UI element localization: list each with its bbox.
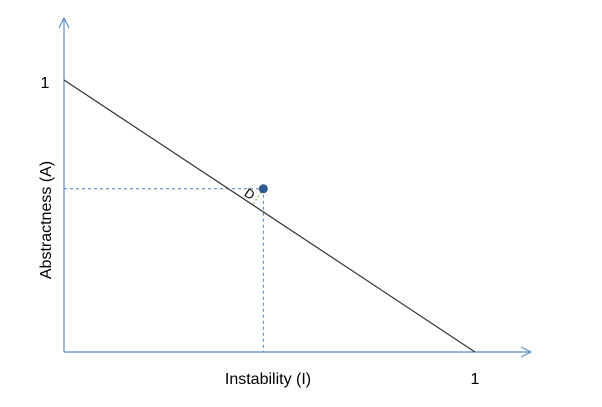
x-axis-max-label: 1 (471, 371, 480, 388)
component-point (258, 184, 268, 194)
main-sequence-line (63, 79, 476, 353)
x-axis-label: Instability (I) (225, 371, 311, 388)
y-axis-max-label: 1 (41, 75, 50, 92)
y-axis-label: Abstractness (A) (38, 161, 55, 279)
distance-line (252, 188, 264, 206)
